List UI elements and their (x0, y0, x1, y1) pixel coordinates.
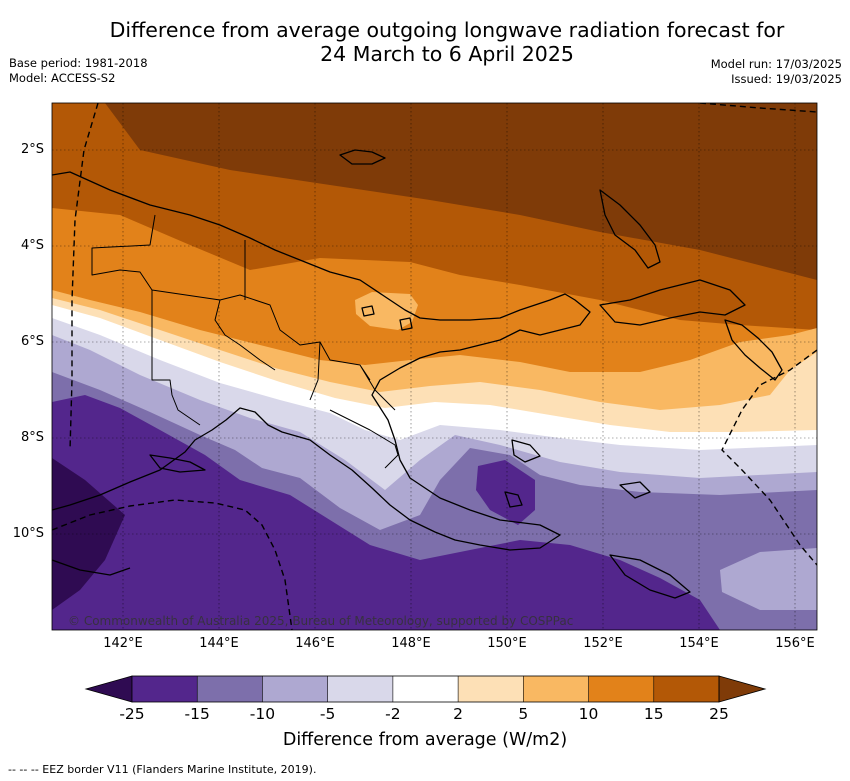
colorbar-segment (392, 676, 459, 702)
colorbar-arrow-low (84, 675, 133, 703)
colorbar-segment (197, 676, 263, 702)
dentrecasteaux-coast (511, 439, 541, 463)
new-britain-coast (599, 279, 746, 326)
map-frame (51, 102, 818, 631)
province-west-sepik (91, 214, 156, 291)
longitude-tick-label: 144°E (199, 636, 239, 651)
borders (91, 214, 399, 469)
meta-left: Base period: 1981-2018 Model: ACCESS-S2 (9, 56, 148, 86)
colorbar-tick-label: 15 (643, 705, 664, 723)
colorbar (84, 675, 767, 703)
map-title: Difference from average outgoing longwav… (0, 18, 850, 66)
manus-coast (339, 149, 386, 165)
province-central (329, 409, 399, 469)
longitude-tick-label: 150°E (487, 636, 527, 651)
colorbar-tick-label: 10 (578, 705, 599, 723)
longitude-tick-label: 156°E (775, 636, 815, 651)
longisland-coast (361, 305, 375, 317)
eez-borders (52, 103, 817, 630)
new-ireland-coast (599, 189, 661, 269)
longitude-tick-label: 142°E (103, 636, 143, 651)
model-name: Model: ACCESS-S2 (9, 71, 116, 85)
title-line-1: Difference from average outgoing longwav… (109, 18, 785, 42)
latitude-tick-label: 8°S (20, 430, 44, 445)
colorbar-tick-label: 25 (709, 705, 729, 723)
colorbar-segment (327, 676, 393, 702)
latitude-tick-label: 2°S (20, 142, 44, 157)
title-line-2: 24 March to 6 April 2025 (320, 42, 574, 66)
issued-date: Issued: 19/03/2025 (731, 72, 842, 86)
longitude-tick-label: 152°E (583, 636, 623, 651)
map-plot-area (52, 103, 817, 630)
colorbar-tick-label: -15 (184, 705, 210, 723)
cape-york-coast (52, 559, 131, 576)
colorbar-tick-label: 5 (518, 705, 529, 723)
meta-right: Model run: 17/03/2025 Issued: 19/03/2025 (711, 57, 842, 87)
trobriand-coast (504, 491, 523, 508)
rossel-coast (619, 481, 651, 499)
base-period: Base period: 1981-2018 (9, 56, 148, 70)
latitude-tick-label: 10°S (12, 526, 44, 541)
guadalcanal-coast (609, 554, 691, 599)
colorbar-segment (588, 676, 654, 702)
eez-footnote: -- -- -- EEZ border V11 (Flanders Marine… (8, 763, 317, 776)
copyright-watermark: © Commonwealth of Australia 2025, Bureau… (68, 614, 574, 628)
latitude-tick-label: 6°S (20, 334, 44, 349)
colorbar-tick-label: -10 (249, 705, 276, 723)
colorbar-segment (458, 676, 524, 702)
band-2-5-patch (355, 292, 418, 330)
colorbar-frame (131, 675, 720, 703)
new-guinea-coast (52, 171, 591, 551)
province-boundaries (151, 240, 396, 411)
longitude-tick-label: 148°E (391, 636, 431, 651)
colorbar-segment (523, 676, 589, 702)
longitude-tick-label: 154°E (679, 636, 719, 651)
longitude-tick-label: 146°E (295, 636, 335, 651)
colorbar-segment (653, 676, 719, 702)
gridlines (52, 103, 817, 630)
karkar-coast (399, 317, 413, 331)
bougainville-coast (724, 319, 783, 381)
torres-islands (149, 454, 206, 473)
band-neg10-neg5-patch (720, 548, 817, 610)
latitude-tick-label: 4°S (20, 238, 44, 253)
colorbar-tick-label: 2 (453, 705, 464, 723)
colorbar-segment (262, 676, 328, 702)
png-indonesia-border (151, 290, 201, 426)
colorbar-tick-label: -25 (119, 705, 145, 723)
colorbar-tick-label: -5 (319, 705, 336, 723)
model-run: Model run: 17/03/2025 (710, 57, 842, 71)
coastlines (52, 149, 783, 599)
colorbar-arrow-high (718, 675, 767, 703)
colorbar-segment (132, 676, 198, 702)
colorbar-title: Difference from average (W/m2) (282, 730, 568, 750)
colorbar-tick-label: -2 (385, 705, 401, 723)
